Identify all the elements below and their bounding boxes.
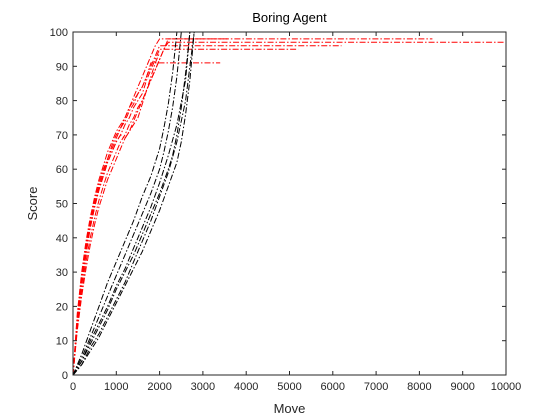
y-tick-label: 100 bbox=[50, 27, 68, 39]
x-tick-label: 2000 bbox=[147, 381, 171, 393]
y-tick-label: 60 bbox=[56, 164, 68, 176]
series-line-black-8 bbox=[72, 31, 178, 376]
x-tick-label: 1000 bbox=[104, 381, 128, 393]
x-tick-label: 0 bbox=[70, 381, 76, 393]
y-tick-label: 50 bbox=[56, 199, 68, 211]
series-line-red-4 bbox=[72, 45, 342, 376]
plot-area bbox=[73, 32, 506, 375]
series-line-red-7 bbox=[72, 52, 161, 376]
y-tick-label: 80 bbox=[56, 96, 68, 108]
series-line-red-5 bbox=[72, 41, 506, 376]
x-tick-label: 8000 bbox=[407, 381, 431, 393]
y-tick-label: 90 bbox=[56, 61, 68, 73]
axes-layer: 0 1000 2000 3000 4000 5000 6000 7000 8000 9000 100… bbox=[50, 27, 522, 393]
x-tick-label: 6000 bbox=[321, 381, 345, 393]
series-line-black-12 bbox=[72, 31, 195, 376]
series-line-black-9 bbox=[72, 31, 182, 376]
series-line-red-1 bbox=[72, 62, 221, 376]
labels-layer: Boring Agent Move Score bbox=[25, 10, 327, 416]
series-line-red-6 bbox=[72, 38, 433, 376]
x-tick-label: 5000 bbox=[277, 381, 301, 393]
x-axis-label: Move bbox=[274, 401, 306, 416]
y-tick-label: 40 bbox=[56, 233, 68, 245]
chart-title: Boring Agent bbox=[252, 10, 327, 25]
x-tick-label: 7000 bbox=[364, 381, 388, 393]
y-tick-label: 0 bbox=[62, 370, 68, 382]
x-tick-label: 9000 bbox=[450, 381, 474, 393]
series-layer bbox=[72, 31, 506, 376]
y-tick-label: 10 bbox=[56, 336, 68, 348]
series-line-black-10 bbox=[72, 31, 191, 376]
y-tick-label: 20 bbox=[56, 301, 68, 313]
y-axis-label: Score bbox=[25, 187, 40, 221]
series-line-red-3 bbox=[72, 38, 229, 376]
y-tick-label: 70 bbox=[56, 130, 68, 142]
y-tick-label: 30 bbox=[56, 267, 68, 279]
x-tick-label: 10000 bbox=[491, 381, 522, 393]
series-line-black-11 bbox=[72, 31, 195, 376]
x-tick-label: 4000 bbox=[234, 381, 258, 393]
series-line-black-13 bbox=[72, 31, 191, 376]
x-tick-label: 3000 bbox=[191, 381, 215, 393]
